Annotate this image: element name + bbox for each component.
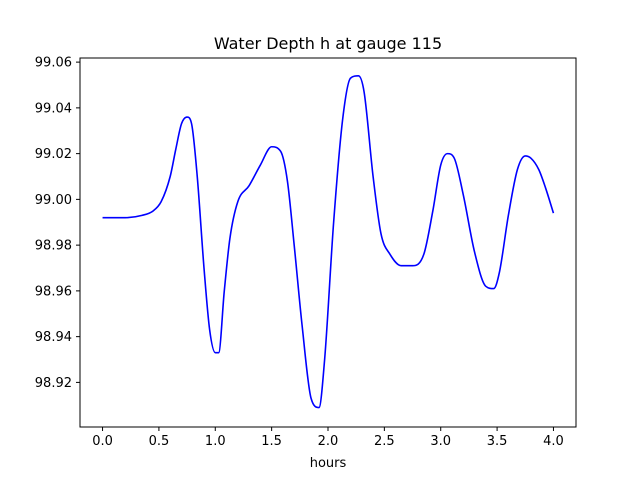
y-tick-label: 98.98 (35, 239, 72, 254)
x-tick-label: 3.5 (487, 434, 508, 449)
x-tick-label: 1.0 (205, 434, 226, 449)
y-axis: 98.92 98.94 98.96 98.98 99.00 99.02 99.04 99.06 (35, 56, 80, 391)
x-tick-label: 1.5 (261, 434, 282, 449)
y-tick-label: 99.06 (35, 56, 72, 71)
chart-title: Water Depth h at gauge 115 (214, 34, 442, 53)
x-tick-label: 2.0 (318, 434, 339, 449)
plot-frame (79, 57, 577, 428)
x-tick-label: 3.0 (430, 434, 451, 449)
x-axis: 0.0 0.5 1.0 1.5 2.0 2.5 3.0 3.5 4.0 (92, 427, 564, 449)
y-tick-label: 98.96 (35, 284, 72, 299)
y-tick-label: 98.92 (35, 376, 72, 391)
y-tick-label: 99.02 (35, 147, 72, 162)
x-tick-label: 0.5 (149, 434, 170, 449)
water-depth-line (102, 75, 555, 409)
y-tick-label: 99.00 (35, 193, 72, 208)
series-layer (102, 75, 555, 409)
y-tick-label: 99.04 (35, 101, 72, 116)
x-tick-label: 2.5 (374, 434, 395, 449)
y-tick-label: 98.94 (35, 330, 72, 345)
x-axis-label: hours (310, 456, 347, 471)
x-tick-label: 4.0 (543, 434, 564, 449)
x-tick-label: 0.0 (92, 434, 113, 449)
